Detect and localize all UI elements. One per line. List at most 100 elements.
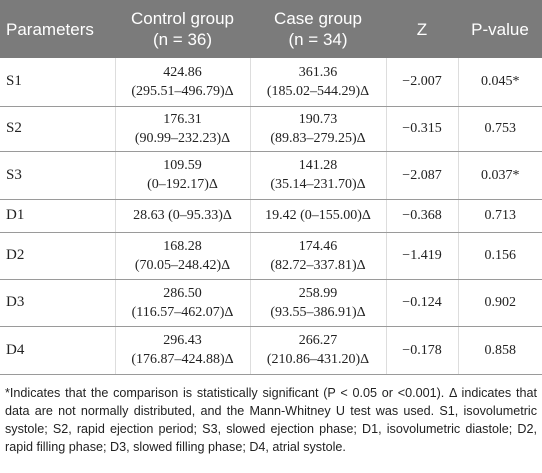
cell-line: 174.46	[298, 238, 338, 254]
table-cell: 176.31 (90.99–232.23)Δ	[114, 106, 250, 152]
cell-line: 141.28	[298, 158, 338, 173]
cell-line: D3	[6, 294, 25, 310]
table-cell: S2	[0, 106, 115, 152]
header-cell: Parameters	[0, 0, 115, 58]
table-cell: S1	[0, 58, 115, 107]
header-row: Parameters Control group (n = 36) Case grou…	[0, 0, 542, 58]
cell-line: Z	[416, 19, 428, 39]
cell-line: 190.73	[298, 111, 338, 127]
cell-line: 0.156	[484, 248, 517, 263]
cell-line: (176.87–424.88)Δ	[131, 352, 234, 367]
cell-line: −0.368	[402, 208, 442, 223]
cell-line: Parameters	[6, 19, 94, 39]
cell-line: 296.43	[163, 333, 202, 348]
footnote: *Indicates that the comparison is statis…	[5, 386, 537, 454]
table-cell: 361.36 (185.02–544.29)Δ	[249, 58, 386, 107]
table-cell: −0.178	[385, 326, 458, 375]
cell-line: (210.86–431.20)Δ	[266, 352, 370, 367]
cell-line: (93.55–386.91)Δ	[270, 304, 366, 320]
cell-line: −2.087	[402, 167, 442, 183]
cell-line: 0.858	[484, 342, 517, 358]
table-cell: 168.28 (70.05–248.42)Δ	[114, 232, 250, 280]
cell-line: (n = 36)	[152, 30, 213, 49]
table-cell: 0.045*	[457, 58, 542, 107]
table-cell: 190.73 (89.83–279.25)Δ	[249, 106, 386, 152]
table-cell: 141.28 (35.14–231.70)Δ	[249, 151, 386, 200]
header-cell: Case group (n = 34)	[250, 0, 386, 58]
header-cell: Z	[386, 0, 458, 58]
cell-line: (70.05–248.42)Δ	[134, 257, 231, 273]
table-cell: −0.124	[385, 279, 458, 327]
cell-line: 0.037*	[481, 167, 520, 183]
table-cell: 286.50 (116.57–462.07)Δ	[114, 279, 250, 327]
cell-line: 286.50	[163, 285, 202, 301]
table-body: S1 424.86 (295.51–496.79)Δ 361.36 (185.02–54…	[0, 58, 542, 375]
table-cell: 174.46 (82.72–337.81)Δ	[249, 232, 386, 280]
table-cell: 424.86 (295.51–496.79)Δ	[114, 58, 250, 107]
cell-line: (116.57–462.07)Δ	[131, 304, 234, 320]
cell-line: (90.99–232.23)Δ	[134, 130, 231, 146]
table-row: D3 286.50 (116.57–462.07)Δ 258.99 (93.55–386…	[0, 279, 542, 327]
cell-line: (35.14–231.70)Δ	[270, 177, 366, 192]
table-cell: 0.753	[457, 106, 542, 152]
cell-line: S2	[6, 120, 22, 136]
cell-line: 168.28	[163, 238, 202, 254]
table-cell: D1	[0, 199, 115, 233]
table-cell: −2.007	[385, 58, 458, 107]
cell-line: (89.83–279.25)Δ	[270, 130, 366, 146]
header-cell: Control group (n = 36)	[115, 0, 250, 58]
table: Parameters Control group (n = 36) Case grou…	[0, 0, 542, 375]
table-cell: D3	[0, 279, 115, 327]
table-cell: −1.419	[385, 232, 458, 280]
table-row: D2 168.28 (70.05–248.42)Δ 174.46 (82.72–337.…	[0, 232, 542, 280]
cell-line: −1.419	[402, 248, 442, 263]
cell-line: 361.36	[298, 64, 338, 80]
table-cell: 0.713	[457, 199, 542, 233]
table-row: D4 296.43 (176.87–424.88)Δ 266.27 (210.86–43…	[0, 326, 542, 375]
cell-line: 19.42 (0–155.00)Δ	[265, 208, 371, 223]
cell-line: −0.124	[402, 295, 442, 310]
cell-line: 109.59	[163, 158, 202, 173]
table-cell: 0.037*	[457, 151, 542, 200]
table-cell: 266.27 (210.86–431.20)Δ	[249, 326, 386, 375]
table-cell: −0.368	[385, 199, 458, 233]
cell-line: 176.31	[163, 111, 202, 127]
table-cell: 109.59 (0–192.17)Δ	[114, 151, 250, 200]
table-cell: S3	[0, 151, 115, 200]
cell-line: S3	[6, 166, 22, 183]
cell-line: −2.007	[402, 74, 442, 90]
table-cell: 258.99 (93.55–386.91)Δ	[249, 279, 386, 327]
table-cell: D2	[0, 232, 115, 280]
cell-line: (82.72–337.81)Δ	[270, 257, 366, 273]
table-cell: D4	[0, 326, 115, 375]
cell-line: D2	[6, 247, 25, 263]
cell-line: 424.86	[163, 64, 202, 80]
cell-line: Control group	[130, 9, 234, 28]
table-cell: 19.42 (0–155.00)Δ	[249, 199, 386, 233]
cell-line: (n = 34)	[288, 30, 348, 49]
table-row: S3 109.59 (0–192.17)Δ 141.28 (35.14–231.70)Δ…	[0, 151, 542, 200]
cell-line: 266.27	[298, 333, 338, 348]
table-cell: 0.902	[457, 279, 542, 327]
table-cell: 0.858	[457, 326, 542, 375]
cell-line: 0.902	[484, 295, 517, 310]
table-cell: −0.315	[385, 106, 458, 152]
table-row: D1 28.63 (0–95.33)Δ 19.42 (0–155.00)Δ −0.36…	[0, 199, 542, 233]
cell-line: P-value	[471, 19, 529, 39]
cell-line: (185.02–544.29)Δ	[266, 83, 370, 99]
table-cell: −2.087	[385, 151, 458, 200]
cell-line: 258.99	[298, 285, 338, 301]
cell-line: 28.63 (0–95.33)Δ	[133, 208, 232, 223]
table-cell: 0.156	[457, 232, 542, 280]
table-row: S2 176.31 (90.99–232.23)Δ 190.73 (89.83–279.…	[0, 106, 542, 152]
table-cell: 296.43 (176.87–424.88)Δ	[114, 326, 250, 375]
cell-line: D4	[6, 341, 25, 358]
cell-line: (0–192.17)Δ	[147, 177, 218, 192]
cell-line: 0.045*	[481, 74, 520, 90]
cell-line: −0.315	[402, 121, 442, 136]
cell-line: S1	[6, 73, 22, 90]
cell-line: −0.178	[402, 342, 442, 358]
header-cell: P-value	[458, 0, 542, 58]
cell-line: Case group	[274, 9, 362, 28]
